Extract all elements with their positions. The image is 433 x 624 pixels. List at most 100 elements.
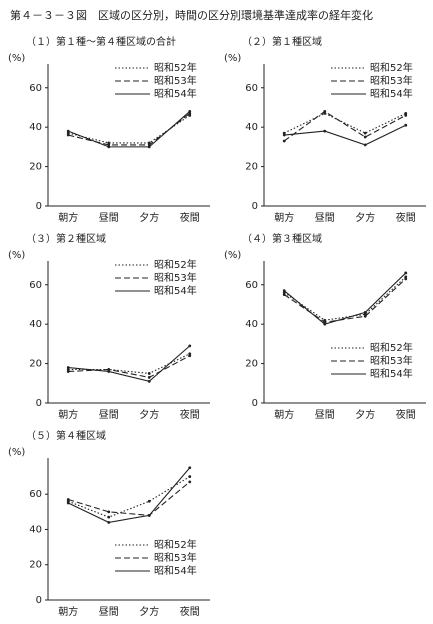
point — [66, 129, 70, 133]
point — [147, 379, 151, 383]
x-tick-label: 夜間 — [396, 408, 416, 421]
point — [147, 513, 151, 517]
chart-title: （５）第４種区域 — [26, 429, 106, 442]
series-line — [68, 345, 191, 382]
y-tick-label: 40 — [245, 122, 258, 133]
x-tick-label: 夕方 — [139, 211, 159, 224]
chart-title: （３）第２種区域 — [26, 232, 106, 245]
point — [363, 131, 367, 135]
y-axis-label: (%) — [224, 250, 241, 261]
point — [107, 368, 111, 371]
point — [188, 344, 192, 348]
y-tick-label: 40 — [29, 319, 42, 330]
chart-title: （２）第１種区域 — [242, 35, 322, 48]
point — [188, 466, 192, 470]
series-line — [68, 476, 191, 518]
series-line — [284, 124, 406, 146]
series-line — [283, 276, 407, 321]
series-line — [284, 112, 406, 134]
point — [404, 111, 408, 115]
legend-label: 昭和52年 — [154, 61, 197, 74]
point — [282, 131, 286, 135]
legend-label: 昭和53年 — [370, 74, 413, 87]
x-tick-label: 朝方 — [274, 408, 294, 421]
series-line — [283, 110, 407, 142]
x-tick-label: 昼間 — [99, 409, 119, 421]
y-tick-label: 20 — [29, 560, 42, 571]
series-line — [283, 278, 407, 323]
point — [363, 310, 367, 314]
x-tick-label: 夕方 — [355, 211, 375, 224]
point — [66, 501, 70, 505]
point — [147, 372, 151, 375]
x-tick-label: 朝方 — [274, 211, 294, 224]
point — [404, 123, 408, 127]
y-tick-label: 60 — [29, 83, 42, 94]
point — [188, 354, 192, 358]
y-tick-label: 0 — [252, 398, 258, 409]
y-tick-label: 20 — [245, 359, 258, 370]
y-tick-label: 40 — [29, 122, 42, 133]
y-tick-label: 40 — [245, 319, 258, 330]
point — [147, 145, 151, 149]
x-tick-label: 朝方 — [58, 211, 78, 224]
x-tick-label: 夜間 — [396, 211, 416, 224]
y-tick-label: 0 — [36, 595, 42, 606]
legend-label: 昭和53年 — [154, 271, 197, 284]
point — [188, 110, 192, 113]
point — [323, 129, 327, 133]
y-axis-label: (%) — [8, 53, 25, 64]
x-tick-label: 夜間 — [180, 211, 200, 224]
y-tick-label: 20 — [29, 359, 42, 370]
x-tick-label: 夕方 — [139, 408, 159, 421]
x-tick-label: 昼間 — [99, 212, 119, 224]
point — [404, 277, 408, 281]
point — [107, 515, 111, 519]
series-line — [68, 355, 191, 378]
chart-title: （１）第１種～第４種区域の合計 — [26, 35, 176, 48]
legend-label: 昭和54年 — [370, 367, 413, 380]
point — [404, 275, 408, 279]
point — [188, 352, 192, 356]
point — [107, 143, 111, 147]
point — [107, 370, 111, 373]
x-tick-label: 朝方 — [58, 408, 78, 421]
series-line — [68, 353, 190, 375]
series-line — [68, 114, 191, 144]
y-tick-label: 0 — [36, 201, 42, 212]
x-tick-label: 昼間 — [315, 212, 335, 224]
legend-label: 昭和53年 — [154, 74, 197, 87]
point — [66, 498, 70, 501]
legend-label: 昭和52年 — [154, 258, 197, 271]
point — [282, 139, 286, 143]
x-tick-label: 朝方 — [58, 605, 78, 618]
series-line — [68, 481, 191, 516]
y-tick-label: 60 — [245, 280, 258, 291]
point — [147, 141, 151, 145]
legend-label: 昭和53年 — [370, 354, 413, 367]
legend-label: 昭和54年 — [370, 87, 413, 100]
legend-label: 昭和53年 — [154, 551, 197, 564]
point — [363, 143, 367, 147]
y-tick-label: 20 — [245, 162, 258, 173]
point — [66, 366, 70, 369]
point — [66, 131, 70, 135]
point — [282, 289, 286, 293]
y-tick-label: 0 — [36, 398, 42, 409]
legend-label: 昭和52年 — [154, 538, 197, 551]
point — [404, 271, 408, 275]
point — [404, 113, 408, 117]
legend-label: 昭和52年 — [370, 61, 413, 74]
point — [363, 135, 367, 139]
series-line — [68, 467, 191, 523]
point — [282, 133, 286, 137]
point — [66, 370, 70, 373]
point — [107, 141, 111, 145]
point — [66, 368, 70, 371]
y-tick-label: 60 — [29, 489, 42, 500]
point — [66, 133, 70, 137]
legend-label: 昭和52年 — [370, 341, 413, 354]
y-tick-label: 40 — [29, 524, 42, 535]
point — [107, 510, 111, 514]
